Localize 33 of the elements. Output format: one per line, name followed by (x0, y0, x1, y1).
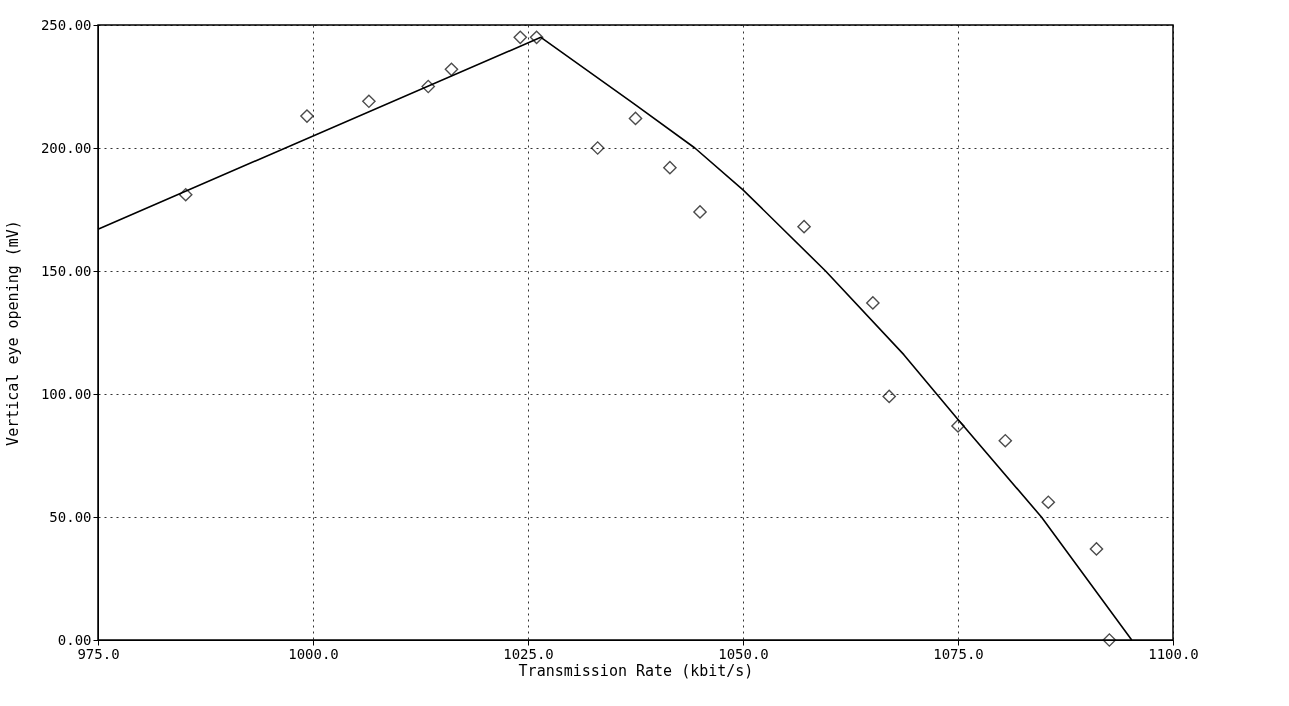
y-axis-title: Vertical eye opening (mV) (3, 220, 22, 446)
point (998, 433, 1013, 448)
point (797, 219, 811, 234)
point (178, 187, 193, 202)
x-tick-label: 1000.0 (288, 645, 339, 662)
point (444, 62, 459, 77)
point (590, 141, 605, 155)
point (693, 205, 707, 219)
x-tick-label: 975.0 (77, 645, 120, 662)
point (421, 79, 436, 94)
y-tick-label: 0.00 (57, 631, 92, 648)
point (866, 296, 880, 310)
point (882, 389, 897, 404)
point (1041, 495, 1056, 510)
point (1089, 542, 1104, 556)
point (513, 30, 528, 45)
y-tick-label: 50.00 (49, 508, 92, 525)
point (663, 160, 677, 175)
x-tick-label: 1025.0 (503, 645, 554, 662)
point (951, 419, 965, 433)
point (362, 94, 376, 109)
x-tick-label: 1050.0 (718, 645, 769, 662)
point (1102, 633, 1117, 647)
point (300, 109, 314, 123)
y-tick-label: 100.00 (40, 385, 92, 402)
x-tick-label: 1075.0 (933, 645, 984, 662)
y-tick-label: 150.00 (40, 262, 92, 279)
x-axis-title: Transmission Rate (kbit/s) (518, 661, 754, 680)
y-tick-label: 200.00 (40, 139, 92, 156)
x-tick-label: 1100.0 (1148, 645, 1199, 662)
point (628, 111, 643, 126)
y-tick-label: 250.00 (40, 16, 92, 33)
point (529, 30, 544, 45)
